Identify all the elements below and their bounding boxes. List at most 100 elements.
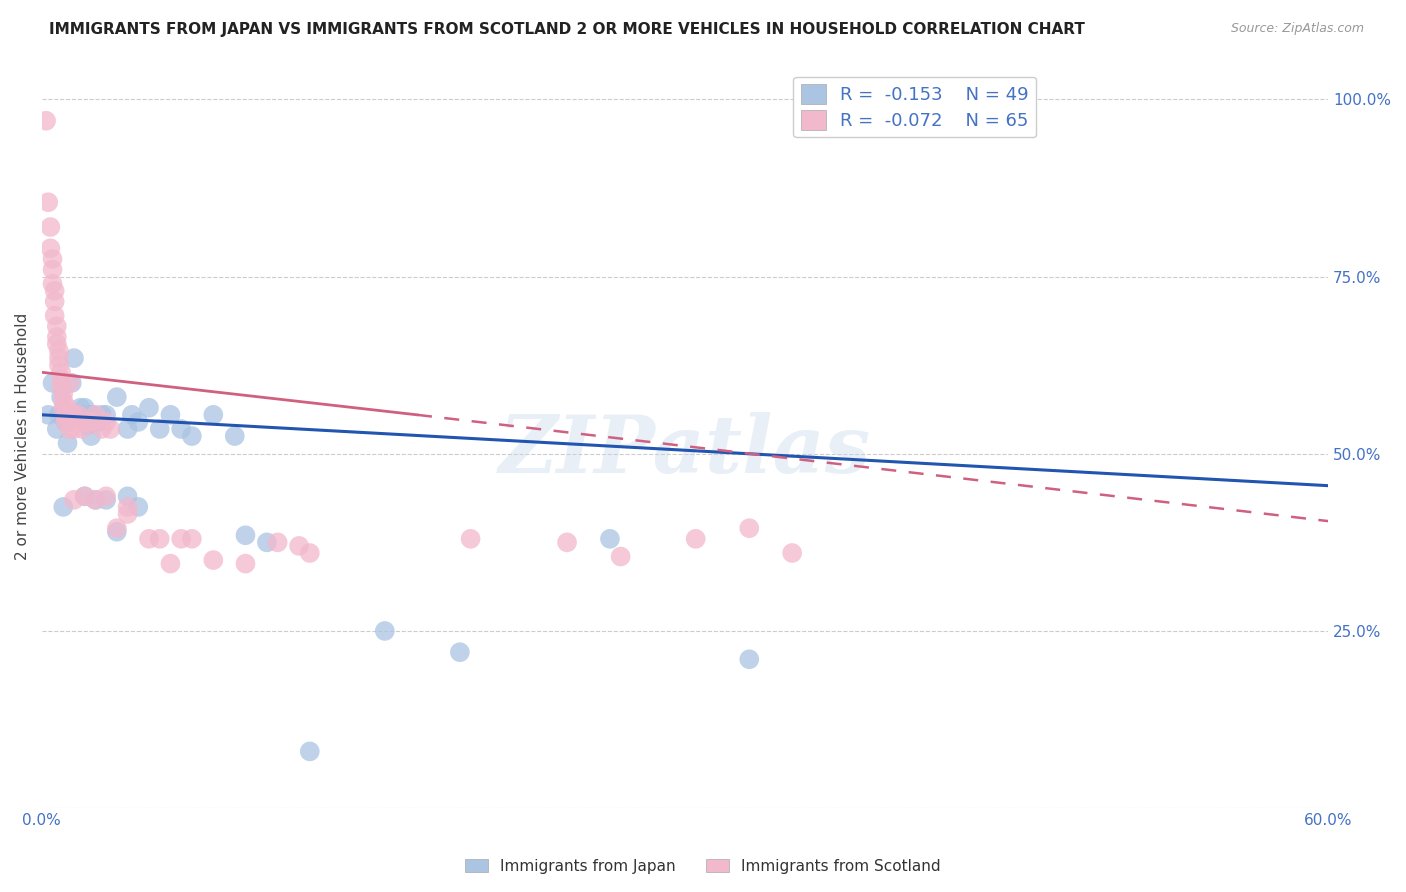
Point (52, 401, 75, 415)
Point (48, 351, 70, 365)
Point (44, 309, 66, 323)
Point (82, 408, 104, 422)
Point (94, 408, 117, 422)
Point (105, 521, 128, 535)
Point (52, 386, 75, 401)
Point (235, 557, 257, 571)
Point (45, 422, 67, 436)
Text: ZIPatlas: ZIPatlas (499, 412, 872, 490)
Point (94, 415, 117, 429)
Point (52, 408, 75, 422)
Point (39, 220, 62, 235)
Point (105, 390, 128, 404)
Point (180, 532, 202, 546)
Point (37, 408, 59, 422)
Point (105, 524, 128, 539)
Point (449, 645, 471, 659)
Point (41, 252, 63, 266)
Y-axis label: 2 or more Vehicles in Household: 2 or more Vehicles in Household (15, 312, 30, 559)
Point (56, 436, 79, 450)
Point (72, 422, 94, 436)
Point (117, 489, 139, 503)
Point (256, 535, 278, 549)
Point (149, 422, 172, 436)
Point (224, 429, 246, 443)
Point (56, 401, 79, 415)
Point (48, 344, 70, 359)
Point (127, 500, 149, 514)
Point (149, 532, 172, 546)
Point (84, 415, 107, 429)
Point (86, 415, 108, 429)
Point (44, 294, 66, 309)
Point (63, 351, 86, 365)
Point (52, 500, 75, 514)
Point (67, 408, 90, 422)
Point (202, 408, 225, 422)
Point (67, 408, 90, 422)
Point (49, 390, 72, 404)
Point (41, 376, 63, 390)
Point (685, 532, 707, 546)
Point (41, 277, 63, 291)
Point (138, 532, 160, 546)
Point (555, 535, 578, 549)
Point (59, 408, 82, 422)
Point (45, 330, 67, 344)
Point (73, 489, 96, 503)
Point (599, 532, 621, 546)
Point (60, 415, 83, 429)
Point (52, 393, 75, 408)
Point (73, 401, 96, 415)
Point (76, 418, 98, 433)
Point (56, 408, 79, 422)
Point (180, 429, 202, 443)
Point (298, 546, 321, 560)
Point (63, 408, 86, 422)
Point (69, 415, 91, 429)
Legend: Immigrants from Japan, Immigrants from Scotland: Immigrants from Japan, Immigrants from S… (458, 853, 948, 880)
Point (55, 415, 77, 429)
Point (44, 284, 66, 298)
Point (117, 500, 139, 514)
Point (65, 415, 87, 429)
Point (49, 365, 72, 379)
Point (48, 358, 70, 372)
Point (117, 507, 139, 521)
Point (59, 422, 82, 436)
Text: IMMIGRANTS FROM JAPAN VS IMMIGRANTS FROM SCOTLAND 2 OR MORE VEHICLES IN HOUSEHOL: IMMIGRANTS FROM JAPAN VS IMMIGRANTS FROM… (49, 22, 1085, 37)
Point (235, 528, 257, 542)
Point (738, 652, 761, 666)
Point (49, 372, 72, 386)
Point (90, 408, 112, 422)
Point (48, 408, 70, 422)
Point (138, 401, 160, 415)
Text: Source: ZipAtlas.com: Source: ZipAtlas.com (1230, 22, 1364, 36)
Point (127, 415, 149, 429)
Point (60, 408, 83, 422)
Point (202, 553, 225, 567)
Point (170, 422, 193, 436)
Point (37, 195, 59, 210)
Point (460, 532, 482, 546)
Point (82, 415, 104, 429)
Point (84, 492, 107, 507)
Point (266, 535, 288, 549)
Point (80, 429, 103, 443)
Point (298, 744, 321, 758)
Point (780, 546, 803, 560)
Point (72, 408, 94, 422)
Point (65, 408, 87, 422)
Point (73, 415, 96, 429)
Point (59, 376, 82, 390)
Point (159, 408, 181, 422)
Point (45, 319, 67, 334)
Point (63, 422, 86, 436)
Point (609, 549, 631, 564)
Point (374, 624, 396, 638)
Point (73, 489, 96, 503)
Point (41, 262, 63, 277)
Point (45, 337, 67, 351)
Point (738, 521, 761, 535)
Point (77, 415, 100, 429)
